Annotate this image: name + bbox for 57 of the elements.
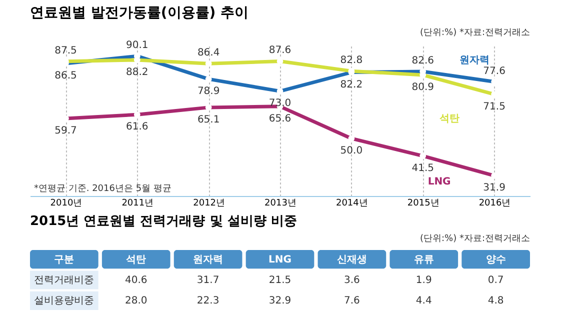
- data-label: 40.6: [124, 275, 148, 286]
- data-label: 4.4: [416, 296, 432, 307]
- data-label: 82.6: [412, 55, 434, 66]
- data-label: 61.6: [126, 122, 148, 133]
- x-tick-label: 2016년: [478, 198, 511, 208]
- category-label: LNG: [268, 254, 292, 266]
- data-label: 3.6: [344, 275, 360, 286]
- x-tick-label: 2015년: [407, 198, 440, 208]
- data-label: 28.0: [124, 296, 148, 307]
- category-label: 원자력: [193, 254, 224, 266]
- category-label: 석탄: [126, 254, 146, 266]
- text: 2015년 연료원별 전력거래량 및 설비량 비중: [30, 214, 297, 229]
- data-label: 82.8: [340, 55, 363, 66]
- data-label: 78.9: [197, 86, 220, 98]
- data-label: 7.6: [344, 296, 360, 307]
- series-label: LNG: [428, 176, 451, 188]
- data-label: 65.1: [197, 114, 220, 126]
- data-label: 41.5: [412, 162, 434, 174]
- data-label: 86.5: [54, 70, 77, 82]
- x-tick-label: 2012년: [193, 198, 226, 208]
- data-label: 87.5: [54, 45, 77, 56]
- x-tick-label: 2011년: [122, 198, 154, 208]
- data-label: 80.9: [412, 82, 434, 93]
- data-label: 1.9: [416, 275, 432, 286]
- text: (단위:%) *자료:전력거래소: [420, 28, 530, 38]
- x-tick-label: 2013년: [264, 198, 296, 208]
- data-label: 21.5: [268, 275, 292, 286]
- data-label: 31.9: [483, 182, 506, 194]
- annotation: *연평균 기준. 2016년은 5월 평균: [34, 184, 172, 194]
- category-label: 유류: [414, 254, 434, 266]
- text: 설비용량비중: [34, 296, 94, 307]
- data-label: 77.6: [483, 66, 506, 77]
- data-label: 4.8: [488, 296, 504, 307]
- data-label: 88.2: [126, 66, 148, 78]
- data-label: 82.2: [340, 79, 363, 90]
- series-label: 원자력: [459, 54, 490, 66]
- data-label: 50.0: [340, 145, 363, 156]
- data-label: 86.4: [197, 48, 220, 59]
- data-label: 0.7: [488, 275, 504, 286]
- data-label: 90.1: [126, 40, 148, 52]
- data-label: 31.7: [196, 275, 220, 286]
- data-label: 73.0: [268, 98, 292, 110]
- data-label: 87.6: [268, 45, 292, 56]
- legend-title: 구분: [54, 254, 74, 266]
- data-label: 71.5: [483, 101, 506, 112]
- data-label: 32.9: [268, 296, 292, 307]
- category-label: 양수: [486, 254, 506, 266]
- text: (단위:%) *자료:전력거래소: [420, 234, 530, 244]
- data-label: 59.7: [54, 126, 77, 137]
- x-tick-label: 2010년: [50, 198, 82, 208]
- chart-title: 연료원별 발전가동률(이용률) 추이: [30, 5, 249, 21]
- category-label: 신재생: [336, 254, 367, 266]
- text: 석탄: [439, 113, 460, 124]
- text: 전력거래비중: [34, 275, 94, 286]
- x-tick-label: 2014년: [336, 198, 368, 208]
- data-label: 65.6: [268, 113, 292, 124]
- data-label: 22.3: [196, 296, 220, 307]
